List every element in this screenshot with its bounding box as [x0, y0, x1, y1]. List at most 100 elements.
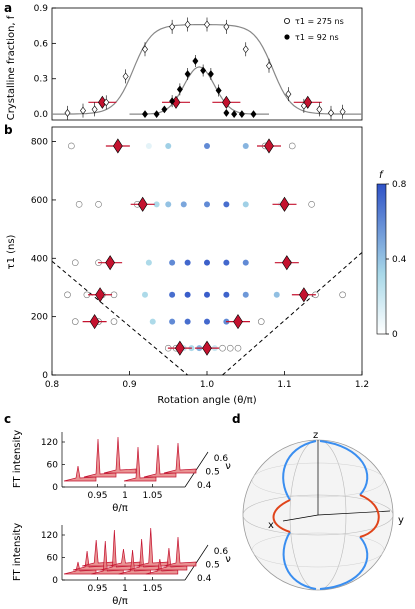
panel-b-data-point	[242, 259, 249, 266]
panel-b-ytick-label: 400	[31, 254, 48, 264]
panel-a-point-275	[204, 20, 210, 29]
panel-a-ytick-label: 0.6	[34, 39, 49, 49]
x-axis-label: x	[268, 520, 274, 531]
panel-c-chart: 0 60 120 0.95 1 1.05 0.4 0.5 0.6 θ/π ν FT intensity…	[12, 430, 231, 607]
panel-b-data-point	[184, 291, 191, 298]
panel-b-red-marker	[279, 196, 290, 212]
panel-a-point-275	[300, 101, 307, 110]
panel-b-data-point	[145, 259, 152, 266]
panel-a-red-marker	[303, 95, 313, 109]
panel-b-red-marker	[281, 255, 292, 271]
panel-b-data-point	[257, 318, 265, 325]
panel-a-point-92	[161, 105, 168, 114]
panel-b-red-marker	[137, 196, 148, 212]
panel-b-data-point	[64, 291, 71, 299]
bloch-sphere-diagram: z x y	[242, 430, 404, 591]
panel-c-zlabel: ν	[225, 554, 231, 565]
panel-c-xtick-label: 1	[122, 491, 128, 501]
panel-b-red-marker	[202, 340, 212, 356]
panel-c-ytick-label: 120	[41, 438, 58, 448]
x-axis	[282, 514, 319, 522]
panel-b-red-marker	[105, 255, 115, 271]
panel-b-data-point	[204, 142, 210, 149]
panel-label-a: a	[4, 1, 12, 15]
red-path-left	[272, 499, 291, 533]
panel-b-data-point	[153, 201, 160, 208]
panel-b-data-point	[288, 142, 296, 150]
panel-a-point-92	[207, 70, 214, 78]
panel-a-point-92	[169, 97, 176, 106]
panel-label-d: d	[232, 412, 241, 426]
panel-b-xlabel: Rotation angle (θ/π)	[157, 395, 256, 406]
panel-b-data-point	[95, 201, 102, 208]
panel-b-data-point	[223, 291, 230, 298]
panel-b-red-marker	[264, 138, 274, 154]
colorbar-tick-label: 0.8	[392, 180, 407, 190]
panel-a-frame	[51, 7, 363, 121]
panel-b-chart: τ1 (ns) Rotation angle (θ/π) 0 200 400 600 8…	[6, 126, 407, 406]
panel-c-spectrum-peak	[103, 436, 137, 474]
panel-b-data-point	[273, 291, 280, 298]
panel-b-data-point	[204, 259, 210, 266]
panel-b-ytick-label: 600	[31, 196, 48, 206]
panel-b-data-point	[242, 201, 249, 208]
panel-b-data-point	[110, 318, 118, 325]
blue-path-left-bottom	[282, 531, 317, 590]
panel-b-data-point	[169, 259, 176, 266]
panel-b-data-point	[180, 201, 187, 208]
panel-b-data-point	[223, 259, 230, 266]
panel-a-point-275	[169, 22, 176, 31]
panel-a-ytick-label: 0.9	[34, 4, 49, 14]
panel-c-ylabel: FT intensity	[12, 430, 23, 488]
panel-a-point-275	[339, 107, 346, 116]
panel-b-data-point	[242, 142, 249, 149]
panel-b-data-point	[145, 142, 152, 149]
panel-b-data-point	[165, 142, 172, 149]
panel-c-xtick-label: 0.95	[87, 491, 107, 501]
panel-b-dashed-line-right	[222, 252, 363, 376]
panel-c-ytick-label: 0	[52, 576, 58, 586]
panel-b-data-point	[223, 201, 230, 208]
panel-c-xtick-label: 1.05	[142, 584, 162, 594]
panel-b-data-point	[204, 318, 210, 325]
panel-c-ztick-label: 0.5	[205, 467, 219, 477]
panel-b-frame	[51, 126, 363, 376]
panel-a-point-92	[223, 109, 230, 117]
panel-a-point-275	[103, 98, 110, 107]
panel-b-red-marker	[95, 287, 105, 303]
colorbar-label: f	[379, 170, 384, 181]
z-axis-label: z	[313, 430, 318, 441]
panel-b-data-point	[184, 318, 191, 325]
panel-a-point-275	[64, 109, 71, 117]
y-axis-label: y	[398, 515, 404, 526]
panel-a-ytick-label: 0.0	[34, 110, 49, 120]
panel-b-xtick-label: 1.1	[277, 380, 291, 390]
panel-b-xtick-label: 0.9	[122, 380, 137, 390]
legend-label-275: τ1 = 275 ns	[295, 17, 344, 26]
panel-b-data-point	[71, 318, 79, 325]
panel-b-xtick-label: 1.0	[200, 380, 215, 390]
panel-b-red-marker	[89, 314, 100, 330]
panel-b-data-point	[149, 318, 156, 325]
panel-b-data-point	[339, 291, 346, 299]
panel-a-chart: Crystalline fraction, f 0.0 0.3 0.6 0.9 τ1 …	[6, 4, 363, 121]
panel-b-data-point	[142, 291, 148, 298]
panel-c-ztick-label: 0.6	[214, 454, 229, 464]
panel-a-point-92	[142, 110, 148, 118]
panel-b-red-marker	[175, 340, 185, 356]
panel-b-dashed-line-left	[51, 260, 188, 376]
panel-a-point-275	[142, 45, 148, 54]
blue-path-top	[319, 440, 369, 496]
panel-b-data-point	[204, 201, 210, 208]
panel-b-data-point	[165, 201, 172, 208]
panel-c-bottom-plot: 0 60 120 0.95 1 1.05 0.4 0.5 0.6 θ/π ν FT intensity	[12, 523, 231, 607]
panel-a-point-92	[231, 110, 238, 118]
panel-b-ytick-label: 200	[31, 313, 48, 323]
red-path-right	[359, 494, 380, 538]
panel-c-xtick-label: 1	[122, 584, 128, 594]
panel-c-ytick-label: 120	[41, 531, 58, 541]
colorbar	[376, 183, 387, 335]
panel-c-ylabel: FT intensity	[12, 523, 23, 581]
panel-c-spectrum-peak	[145, 558, 179, 575]
panel-a-point-275	[242, 45, 249, 54]
